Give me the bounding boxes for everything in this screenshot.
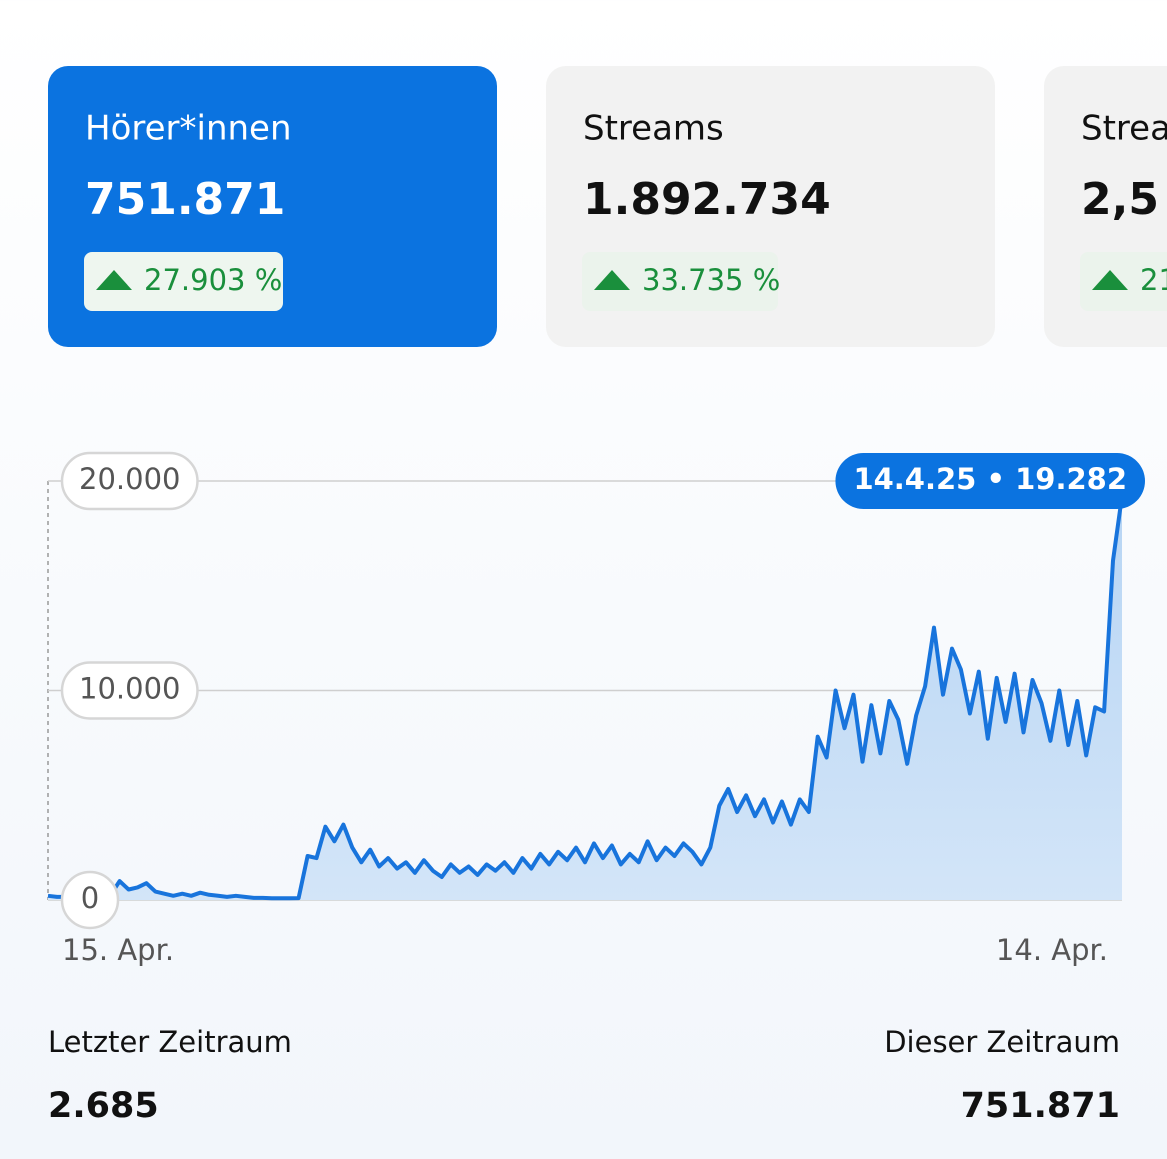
y-tick-label: 0 <box>81 881 99 915</box>
card-value: 1.892.734 <box>583 174 831 225</box>
card[interactable]: Hörer*innen 751.871 27.903 % <box>48 66 497 347</box>
card-title: Strea <box>1081 109 1167 149</box>
card-change: 33.735 % <box>642 263 780 297</box>
x-tick-label: 15. Apr. <box>62 933 174 967</box>
y-tick-label: 20.000 <box>79 462 180 496</box>
footer-label: Letzter Zeitraum <box>48 1025 292 1059</box>
y-tick-label: 10.000 <box>79 672 180 706</box>
line <box>47 495 1124 901</box>
y-tick-pill <box>60 870 120 930</box>
up-icon <box>594 270 630 290</box>
card-value: 2,5 <box>1081 174 1159 225</box>
tooltip-label: 14.4.25 • 19.282 <box>853 462 1127 496</box>
tooltip <box>835 453 1145 509</box>
footer-value: 751.871 <box>961 1086 1120 1126</box>
card-change: 27.903 % <box>144 263 282 297</box>
badge <box>84 252 283 311</box>
y-tick-pill <box>60 661 199 720</box>
card-title: Hörer*innen <box>85 109 292 149</box>
x-tick-label: 14. Apr. <box>996 933 1108 967</box>
chart: 0 10.000 20.000 15. Apr. 14. Apr. 14.4.25 • 1… <box>47 451 1145 967</box>
card-change: 21 <box>1140 263 1167 297</box>
card-value: 751.871 <box>85 174 285 225</box>
up-icon <box>96 270 132 290</box>
footer-value: 2.685 <box>48 1086 159 1126</box>
card[interactable]: Streams 1.892.734 33.735 % <box>546 66 995 347</box>
card[interactable]: Strea 2,5 21 <box>1044 66 1167 347</box>
badge <box>1080 252 1167 311</box>
card-title: Streams <box>583 109 724 149</box>
y-tick-pill <box>60 451 199 511</box>
area <box>48 496 1122 900</box>
footer-label: Dieser Zeitraum <box>884 1025 1120 1059</box>
up-icon <box>1092 270 1128 290</box>
badge <box>582 252 778 311</box>
